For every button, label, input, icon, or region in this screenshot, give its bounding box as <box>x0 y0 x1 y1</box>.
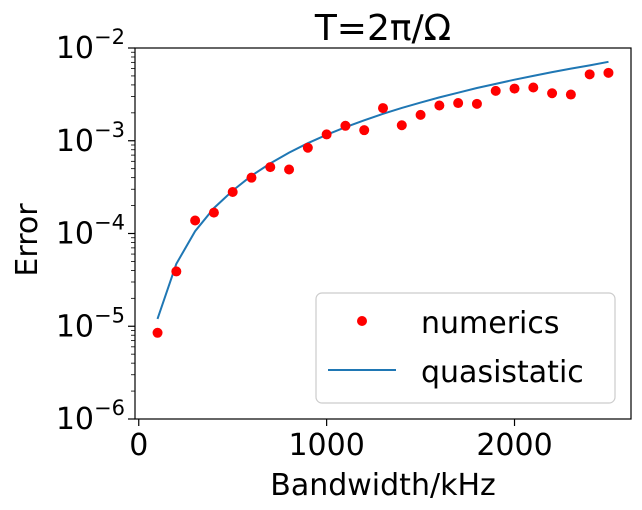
data-point-numerics <box>490 85 501 96</box>
data-point-numerics <box>528 82 539 93</box>
data-point-numerics <box>359 125 370 136</box>
legend-label-quasistatic: quasistatic <box>421 355 584 390</box>
y-tick-base: 10 <box>56 402 94 437</box>
y-tick-label: 10−4 <box>56 211 125 252</box>
data-point-numerics <box>547 88 558 99</box>
data-point-numerics <box>509 83 520 94</box>
data-point-numerics <box>378 103 388 114</box>
data-point-numerics <box>415 109 426 120</box>
y-tick-base: 10 <box>56 31 94 66</box>
data-point-numerics <box>565 89 576 100</box>
data-point-numerics <box>302 142 313 153</box>
y-tick-base: 10 <box>56 309 94 344</box>
y-tick-exponent: −2 <box>94 25 125 49</box>
data-point-numerics <box>340 120 351 131</box>
data-point-numerics <box>246 172 257 183</box>
y-tick-exponent: −6 <box>94 396 125 420</box>
y-tick-exponent: −4 <box>94 211 125 235</box>
x-tick-label: 0 <box>129 428 148 463</box>
data-point-numerics <box>190 215 201 226</box>
legend-marker-numerics <box>357 316 367 326</box>
data-point-numerics <box>603 67 614 78</box>
data-point-numerics <box>434 100 445 111</box>
data-point-numerics <box>396 120 407 131</box>
y-tick-exponent: −3 <box>94 118 125 142</box>
y-tick-base: 10 <box>56 217 94 252</box>
y-tick-base: 10 <box>56 124 94 159</box>
data-point-numerics <box>584 69 595 80</box>
data-point-numerics <box>265 162 276 173</box>
data-point-numerics <box>321 129 332 140</box>
series-layer <box>152 60 614 338</box>
y-tick-label: 10−6 <box>56 396 125 437</box>
data-point-numerics <box>284 164 295 175</box>
y-tick-label: 10−3 <box>56 118 125 159</box>
data-point-numerics <box>152 327 163 338</box>
y-tick-exponent: −5 <box>94 303 125 327</box>
x-tick-label: 2000 <box>476 428 552 463</box>
y-tick-label: 10−5 <box>56 303 125 344</box>
y-axis-label: Error <box>10 203 45 277</box>
y-tick-label: 10−2 <box>56 25 125 66</box>
y-axis: 10−610−510−410−310−2 <box>56 25 135 437</box>
data-point-numerics <box>453 98 464 109</box>
data-point-numerics <box>471 98 482 109</box>
series-line-quasistatic <box>156 60 609 320</box>
x-axis: 0 1000 2000 <box>129 419 553 463</box>
chart-title: T=2π/Ω <box>314 8 451 49</box>
data-point-numerics <box>171 266 182 277</box>
x-tick-label: 1000 <box>288 428 364 463</box>
legend-label-numerics: numerics <box>421 306 560 341</box>
x-axis-label: Bandwidth/kHz <box>270 468 496 503</box>
data-point-numerics <box>227 187 238 198</box>
legend-box <box>315 292 616 404</box>
plot-area <box>134 47 632 420</box>
legend: numerics quasistatic <box>315 292 616 404</box>
data-point-numerics <box>208 207 219 218</box>
